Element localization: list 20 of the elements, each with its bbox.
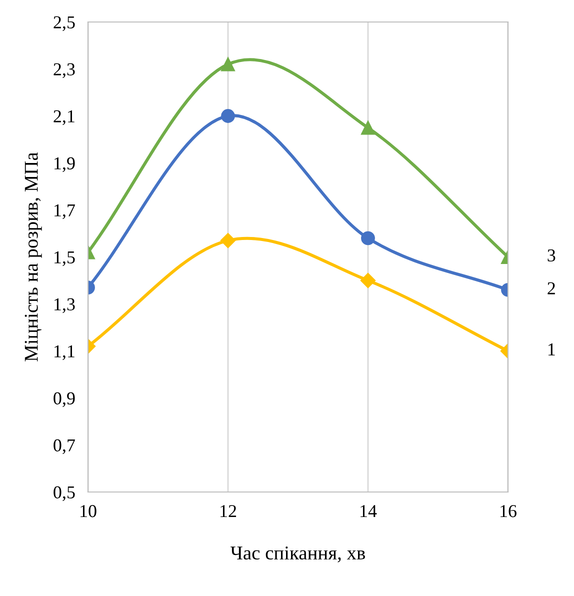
y-tick-label: 0,9 xyxy=(54,392,75,408)
y-tick-label: 0,7 xyxy=(54,439,75,454)
y-tick-label: 2,3 xyxy=(54,63,75,78)
series-label: 1 xyxy=(548,343,555,356)
y-tick-label: 1,3 xyxy=(54,298,75,314)
y-tick-label: 1,5 xyxy=(54,251,75,266)
series-label: 2 xyxy=(548,282,555,294)
y-tick-label: 0,5 xyxy=(54,486,75,502)
x-tick-label: 14 xyxy=(360,505,377,518)
series-label: 3 xyxy=(548,249,556,262)
y-tick-label: 2,5 xyxy=(54,16,75,32)
y-axis-title: Міцність на розрив, МПа xyxy=(24,152,42,362)
x-axis-title: Час спікання, хв xyxy=(230,546,366,562)
y-tick-label: 1,1 xyxy=(54,345,74,360)
x-tick-label: 10 xyxy=(80,505,96,518)
y-tick-label: 2,1 xyxy=(54,110,74,126)
y-tick-label: 1,9 xyxy=(54,157,75,172)
y-tick-label: 1,7 xyxy=(54,204,75,220)
x-tick-label: 16 xyxy=(500,505,516,518)
x-tick-label: 12 xyxy=(220,505,236,518)
